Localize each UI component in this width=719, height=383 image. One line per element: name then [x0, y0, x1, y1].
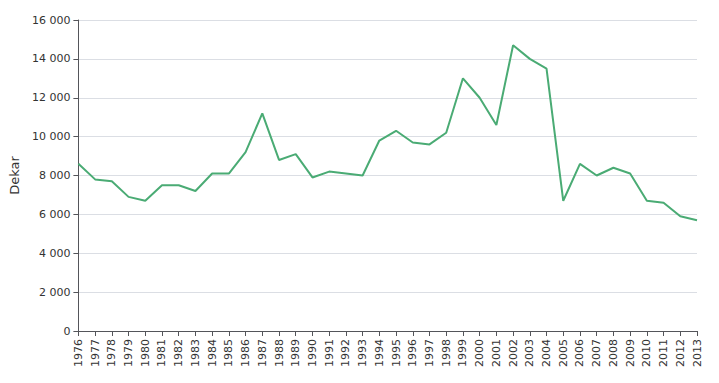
svg-text:Dekar: Dekar	[7, 156, 22, 195]
svg-text:1990: 1990	[306, 339, 319, 367]
svg-text:1999: 1999	[456, 339, 469, 367]
svg-text:6 000: 6 000	[39, 208, 71, 221]
svg-text:1989: 1989	[289, 339, 302, 367]
svg-text:2011: 2011	[657, 339, 670, 367]
svg-text:2009: 2009	[624, 339, 637, 367]
svg-text:12 000: 12 000	[32, 91, 71, 104]
svg-text:2006: 2006	[573, 339, 586, 367]
svg-text:1997: 1997	[423, 339, 436, 367]
svg-text:1992: 1992	[339, 339, 352, 367]
svg-text:2005: 2005	[557, 339, 570, 367]
svg-text:0: 0	[63, 325, 70, 338]
svg-text:2001: 2001	[490, 339, 503, 367]
svg-text:2007: 2007	[590, 339, 603, 367]
svg-text:1979: 1979	[122, 339, 135, 367]
svg-text:2002: 2002	[507, 339, 520, 367]
svg-text:1998: 1998	[440, 339, 453, 367]
svg-text:2010: 2010	[640, 339, 653, 367]
svg-text:2013: 2013	[691, 339, 704, 367]
svg-text:16 000: 16 000	[32, 14, 71, 27]
svg-text:1996: 1996	[406, 339, 419, 367]
svg-text:10 000: 10 000	[32, 130, 71, 143]
svg-text:1983: 1983	[189, 339, 202, 367]
svg-text:1988: 1988	[273, 339, 286, 367]
svg-text:1993: 1993	[356, 339, 369, 367]
svg-text:2008: 2008	[607, 339, 620, 367]
svg-text:14 000: 14 000	[32, 52, 71, 65]
svg-text:2 000: 2 000	[39, 286, 71, 299]
svg-text:8 000: 8 000	[39, 169, 71, 182]
svg-text:1982: 1982	[172, 339, 185, 367]
svg-text:1977: 1977	[89, 339, 102, 367]
svg-text:1980: 1980	[139, 339, 152, 367]
svg-text:2000: 2000	[473, 339, 486, 367]
svg-text:1985: 1985	[222, 339, 235, 367]
svg-text:1976: 1976	[72, 339, 85, 367]
svg-text:1995: 1995	[390, 339, 403, 367]
svg-text:1991: 1991	[323, 339, 336, 367]
svg-text:1987: 1987	[256, 339, 269, 367]
svg-text:4 000: 4 000	[39, 247, 71, 260]
svg-text:2003: 2003	[523, 339, 536, 367]
svg-text:2004: 2004	[540, 339, 553, 367]
svg-text:1978: 1978	[105, 339, 118, 367]
svg-text:1984: 1984	[206, 339, 219, 367]
svg-text:2012: 2012	[674, 339, 687, 367]
svg-text:1994: 1994	[373, 339, 386, 367]
svg-text:1986: 1986	[239, 339, 252, 367]
svg-text:1981: 1981	[155, 339, 168, 367]
